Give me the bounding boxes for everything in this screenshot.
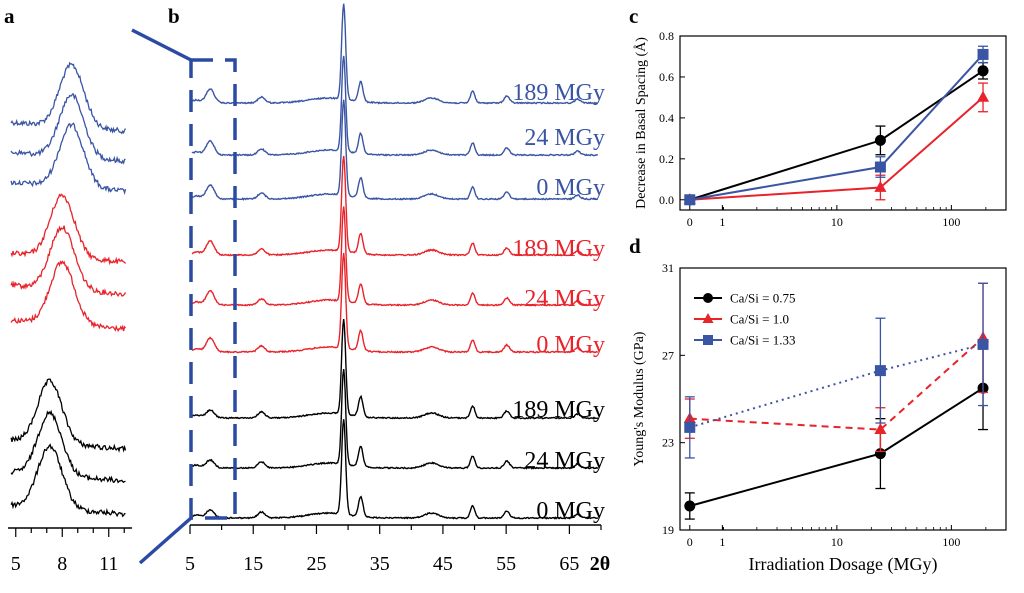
x-tick-label: 1 (719, 215, 725, 229)
legend-label: Ca/Si = 0.75 (730, 291, 795, 306)
trace-line-blue (191, 3, 599, 105)
x-tick-label: 8 (57, 553, 67, 575)
y-tick-label: 0.8 (659, 29, 674, 43)
trace-line-blue (191, 99, 598, 201)
trace-line-black (10, 378, 127, 453)
panel-letter-d: d (629, 234, 641, 258)
y-tick-label: 19 (662, 523, 674, 537)
trace-line-blue (191, 55, 599, 157)
series-line-black (689, 387, 984, 507)
y-tick-label: 0.2 (659, 152, 674, 166)
x-tick-label: 0 (687, 535, 693, 549)
x-axis-label: 2θ (590, 553, 610, 575)
zoom-connector-bottom (138, 516, 193, 565)
series-line-red (689, 96, 984, 201)
y-tick-label: 0.6 (659, 70, 674, 84)
panel-c: 0.0 0.2 0.4 0.6 0.8 0 1 10 100 Decrease in Basal … (633, 29, 1007, 229)
trace-line-black (191, 419, 599, 520)
y-tick-label: 0.0 (659, 193, 674, 207)
marker-triangle (702, 313, 714, 323)
x-tick-label: 11 (99, 553, 118, 575)
x-tick-label: 10 (831, 535, 843, 549)
x-tick-label: 5 (11, 553, 21, 575)
panel-letter-a: a (4, 4, 15, 28)
marker-circle (703, 293, 713, 303)
x-tick-label: 5 (185, 553, 195, 575)
trace-label: 189 MGy (512, 236, 605, 262)
trace-line-blue (10, 93, 126, 165)
marker-circle (684, 500, 696, 512)
zoom-connector-top (131, 28, 192, 62)
x-tick-label: 45 (433, 553, 453, 575)
panel-d: 19 23 27 31 0 1 10 100 Young's Modulus (GPa) Irra… (632, 261, 1007, 575)
trace-line-blue (10, 122, 127, 195)
x-tick-label: 25 (306, 553, 326, 575)
x-tick-label: 65 (559, 553, 579, 575)
trace-line-red (191, 155, 599, 257)
trace-line-black (191, 319, 599, 420)
x-tick-label: 100 (942, 535, 960, 549)
legend-label: Ca/Si = 1.33 (730, 333, 795, 348)
x-tick-label: 15 (243, 553, 263, 575)
plot-frame (679, 35, 1007, 211)
trace-label: 0 MGy (536, 498, 605, 524)
marker-triangle (874, 180, 887, 192)
series-line-blue (689, 343, 984, 429)
y-tick-label: 0.4 (659, 111, 674, 125)
marker-square (977, 48, 989, 60)
marker-square (977, 338, 989, 350)
panel-letter-b: b (168, 4, 180, 28)
trace-line-black (10, 443, 126, 518)
marker-square (703, 335, 713, 345)
x-tick-label: 10 (831, 215, 843, 229)
series-line-blue (689, 53, 984, 201)
x-tick-label: 35 (370, 553, 390, 575)
trace-label: 24 MGy (524, 286, 605, 312)
x-tick-label: 1 (719, 535, 725, 549)
marker-triangle (976, 90, 990, 102)
marker-square (684, 421, 696, 433)
trace-label: 189 MGy (512, 80, 605, 106)
trace-line-red (10, 225, 127, 298)
panel-b: 5 15 25 35 45 55 65 2θ 189 MGy 24 MGy 0 MGy 189 MGy… (131, 3, 610, 575)
plot-frame (679, 267, 1007, 531)
y-axis-label: Decrease in Basal Spacing (Å) (633, 37, 649, 209)
trace-label: 24 MGy (524, 125, 605, 151)
marker-square (684, 194, 696, 206)
x-tick-label: 55 (496, 553, 516, 575)
panel-letter-c: c (629, 4, 638, 28)
series-line-red (689, 337, 984, 431)
marker-square (874, 365, 886, 377)
marker-square (874, 161, 886, 173)
marker-triangle (874, 422, 887, 434)
zoom-box (189, 58, 237, 520)
marker-circle (977, 65, 989, 77)
x-tick-label: 100 (942, 215, 960, 229)
trace-label: 0 MGy (536, 175, 605, 201)
trace-line-red (191, 252, 599, 354)
marker-circle (874, 134, 886, 146)
trace-line-red (10, 260, 127, 333)
trace-line-blue (10, 61, 127, 135)
y-tick-label: 27 (662, 348, 674, 362)
x-axis-label: Irradiation Dosage (MGy) (749, 554, 938, 575)
y-tick-label: 31 (662, 261, 674, 275)
trace-label: 0 MGy (536, 332, 605, 358)
trace-line-black (10, 409, 126, 484)
y-tick-label: 23 (662, 436, 674, 450)
x-tick-label: 0 (687, 215, 693, 229)
trace-line-red (10, 193, 127, 266)
trace-label: 189 MGy (512, 397, 605, 423)
panel-a: 5 8 11 (8, 61, 132, 575)
trace-label: 24 MGy (524, 448, 605, 474)
trace-line-red (191, 206, 599, 307)
y-axis-label: Young's Modulus (GPa) (632, 331, 647, 466)
legend-label: Ca/Si = 1.0 (730, 312, 789, 327)
trace-line-black (191, 369, 599, 470)
